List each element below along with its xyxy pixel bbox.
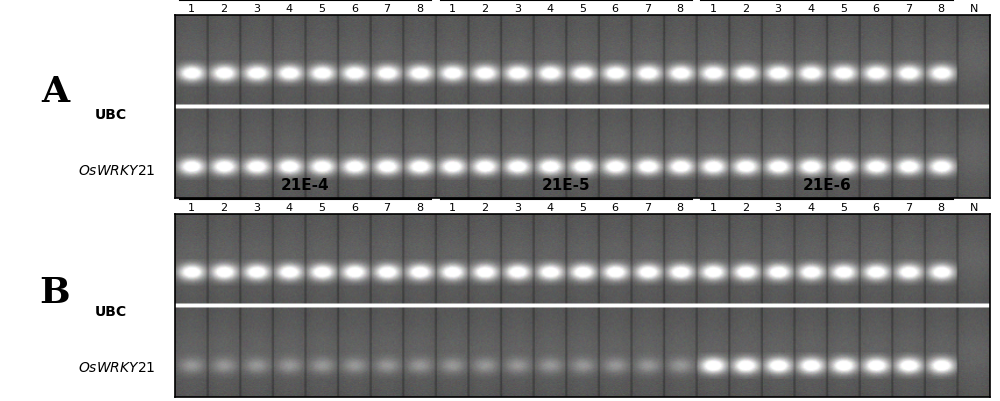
Text: B: B (40, 276, 70, 310)
Text: 4: 4 (546, 4, 553, 14)
Text: 3: 3 (514, 4, 521, 14)
Text: 7: 7 (905, 4, 912, 14)
Text: 1: 1 (709, 203, 716, 212)
Text: 2: 2 (742, 203, 749, 212)
Text: 8: 8 (938, 4, 945, 14)
Text: 5: 5 (579, 4, 586, 14)
Text: 1: 1 (709, 4, 716, 14)
Text: A: A (41, 75, 69, 109)
Text: 4: 4 (807, 4, 814, 14)
Text: 4: 4 (807, 203, 814, 212)
Text: 6: 6 (612, 203, 619, 212)
Text: 21E-4: 21E-4 (281, 178, 330, 192)
Text: 5: 5 (318, 4, 325, 14)
Text: 2: 2 (481, 203, 488, 212)
Text: 1: 1 (449, 203, 456, 212)
Text: 5: 5 (579, 203, 586, 212)
Text: 8: 8 (677, 4, 684, 14)
Text: UBC: UBC (95, 107, 127, 121)
Text: 5: 5 (840, 4, 847, 14)
Text: 3: 3 (253, 4, 260, 14)
Text: 1: 1 (188, 4, 195, 14)
Text: 1: 1 (449, 4, 456, 14)
Text: 6: 6 (872, 203, 879, 212)
Text: 6: 6 (612, 4, 619, 14)
Text: 8: 8 (938, 203, 945, 212)
Text: N: N (970, 4, 978, 14)
Text: 21E-5: 21E-5 (542, 178, 591, 192)
Text: 21E-6: 21E-6 (803, 178, 851, 192)
Text: 6: 6 (351, 203, 358, 212)
Text: 2: 2 (481, 4, 488, 14)
Text: UBC: UBC (95, 304, 127, 318)
Text: 7: 7 (644, 4, 651, 14)
Text: 3: 3 (775, 4, 782, 14)
Text: 6: 6 (872, 4, 879, 14)
Text: 2: 2 (220, 4, 227, 14)
Text: 3: 3 (253, 203, 260, 212)
Text: 4: 4 (286, 4, 293, 14)
Text: 7: 7 (383, 203, 390, 212)
Text: 5: 5 (840, 203, 847, 212)
Text: 7: 7 (905, 203, 912, 212)
Text: 3: 3 (775, 203, 782, 212)
Text: 8: 8 (677, 203, 684, 212)
Text: 8: 8 (416, 203, 423, 212)
Text: 4: 4 (546, 203, 553, 212)
Text: 2: 2 (220, 203, 227, 212)
Text: 7: 7 (383, 4, 390, 14)
Text: 4: 4 (286, 203, 293, 212)
Text: 6: 6 (351, 4, 358, 14)
Text: 3: 3 (514, 203, 521, 212)
Text: 1: 1 (188, 203, 195, 212)
Text: $\mathit{OsWRKY21}$: $\mathit{OsWRKY21}$ (78, 164, 156, 177)
Text: 2: 2 (742, 4, 749, 14)
Text: $\mathit{OsWRKY21}$: $\mathit{OsWRKY21}$ (78, 360, 156, 374)
Text: 5: 5 (318, 203, 325, 212)
Text: 7: 7 (644, 203, 651, 212)
Text: N: N (970, 203, 978, 212)
Text: 8: 8 (416, 4, 423, 14)
